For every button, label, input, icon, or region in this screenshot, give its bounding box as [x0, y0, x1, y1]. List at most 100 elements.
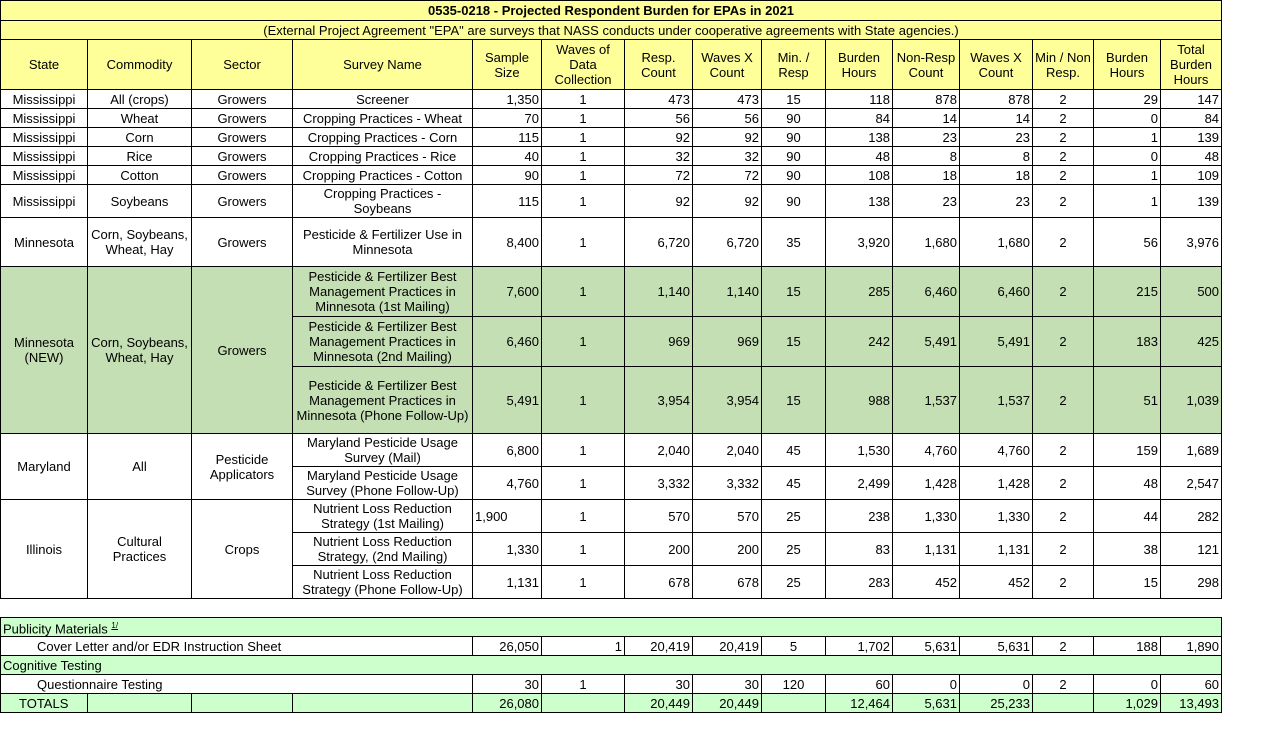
table-cell: 1,131	[892, 532, 960, 566]
table-cell: 25	[761, 532, 826, 566]
table-cell: 70	[472, 108, 542, 128]
table-cell: 109	[1159, 165, 1223, 185]
commodity-cell: Soybeans	[87, 184, 192, 218]
table-cell: 20,419	[692, 636, 762, 657]
table-cell: 5,491	[892, 316, 960, 367]
table-cell: 72	[692, 165, 762, 185]
table-cell: 1	[541, 674, 625, 695]
table-cell: 1	[541, 108, 625, 128]
table-cell: 878	[892, 89, 960, 109]
empty-cell	[87, 693, 192, 714]
table-cell: 1,537	[959, 366, 1033, 434]
survey-name-cell: Screener	[292, 89, 473, 109]
table-cell: 138	[825, 127, 893, 147]
total-cell: 12,464	[825, 693, 893, 714]
table-cell: 84	[825, 108, 893, 128]
spacer	[0, 598, 1222, 618]
table-cell: 90	[472, 165, 542, 185]
table-cell: 6,720	[624, 217, 693, 267]
table-cell: 1	[541, 127, 625, 147]
table-cell: 23	[959, 127, 1033, 147]
table-cell: 2	[1032, 565, 1094, 599]
table-cell: 4,760	[892, 433, 960, 467]
table-cell: 3,920	[825, 217, 893, 267]
state-cell: Mississippi	[0, 127, 88, 147]
table-cell: 44	[1093, 499, 1161, 533]
table-cell: 147	[1159, 89, 1223, 109]
state-cell: Mississippi	[0, 89, 88, 109]
table-cell: 1	[541, 316, 625, 367]
total-cell: 26,080	[472, 693, 542, 714]
table-cell: 56	[1093, 217, 1161, 267]
totals-label: TOTALS	[0, 693, 88, 714]
table-cell: 23	[892, 184, 960, 218]
footnote-marker: 1/	[111, 621, 119, 630]
table-cell: 3,976	[1159, 217, 1223, 267]
table-row: Mississippi Wheat Growers Cropping Practice…	[0, 108, 1223, 128]
table-cell: 2	[1032, 433, 1094, 467]
table-cell: 5	[761, 636, 826, 657]
table-cell: 1	[541, 636, 625, 657]
table-cell: 188	[1093, 636, 1161, 657]
state-cell: Minnesota	[0, 217, 88, 267]
table-cell: 969	[624, 316, 693, 367]
table-cell: 7,600	[472, 266, 542, 317]
column-header: Burden Hours	[825, 39, 893, 90]
table-cell: 1,537	[892, 366, 960, 434]
table-cell: 2	[1032, 466, 1094, 500]
table-cell: 285	[825, 266, 893, 317]
commodity-cell: Cotton	[87, 165, 192, 185]
total-cell: 20,449	[624, 693, 693, 714]
table-cell: 6,460	[959, 266, 1033, 317]
survey-name-cell: Nutrient Loss Reduction Strategy (Phone …	[292, 565, 473, 599]
table-cell: 90	[761, 108, 826, 128]
table-cell: 2	[1032, 266, 1094, 317]
table-cell: 1,140	[624, 266, 693, 317]
table-cell: 40	[472, 146, 542, 166]
table-cell: 425	[1159, 316, 1223, 367]
table-cell: 23	[892, 127, 960, 147]
table-cell: 3,954	[624, 366, 693, 434]
table-cell: 3,954	[692, 366, 762, 434]
total-cell	[1032, 693, 1094, 714]
state-cell: Mississippi	[0, 165, 88, 185]
table-cell: 2,499	[825, 466, 893, 500]
table-cell: 115	[472, 127, 542, 147]
total-cell: 5,631	[892, 693, 960, 714]
table-cell: 1,350	[472, 89, 542, 109]
survey-name-cell: Cropping Practices - Cotton	[292, 165, 473, 185]
table-cell: 452	[892, 565, 960, 599]
table-cell: 2	[1032, 499, 1094, 533]
table-cell: 4,760	[472, 466, 542, 500]
table-cell: 2	[1032, 108, 1094, 128]
table-cell: 159	[1093, 433, 1161, 467]
table-cell: 200	[692, 532, 762, 566]
table-cell: 1,900	[472, 499, 542, 533]
table-cell: 242	[825, 316, 893, 367]
table-cell: 1	[541, 532, 625, 566]
table-cell: 500	[1159, 266, 1223, 317]
table-cell: 2	[1032, 127, 1094, 147]
table-cell: 35	[761, 217, 826, 267]
column-header: Sector	[191, 39, 293, 90]
table-row: Mississippi Cotton Growers Cropping Practic…	[0, 165, 1223, 185]
column-header: Commodity	[87, 39, 192, 90]
table-cell: 56	[692, 108, 762, 128]
table-row: Mississippi Soybeans Growers Cropping Pract…	[0, 184, 1223, 218]
survey-name-cell: Pesticide & Fertilizer Best Management P…	[292, 266, 473, 317]
state-cell: Minnesota (NEW)	[0, 266, 88, 434]
survey-name-cell: Cropping Practices - Soybeans	[292, 184, 473, 218]
total-cell: 13,493	[1159, 693, 1223, 714]
table-cell: 2	[1032, 366, 1094, 434]
column-header: Sample Size	[472, 39, 542, 90]
table-row: Pesticide & Fertilizer Best Management P…	[1, 316, 1223, 367]
survey-name-cell: Maryland Pesticide Usage Survey (Mail)	[292, 433, 473, 467]
state-cell: Mississippi	[0, 108, 88, 128]
table-cell: 298	[1159, 565, 1223, 599]
table-cell: 25	[761, 565, 826, 599]
sector-cell: Growers	[191, 127, 293, 147]
table-cell: 1,680	[892, 217, 960, 267]
table-cell: 29	[1093, 89, 1161, 109]
table-cell: 1,689	[1159, 433, 1223, 467]
table-cell: 25	[761, 499, 826, 533]
